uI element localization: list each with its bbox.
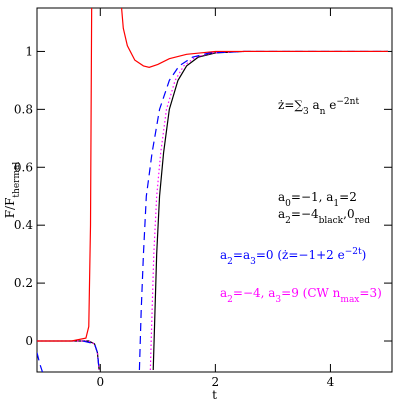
annotation-part: =a xyxy=(233,248,250,262)
annotation-part: e xyxy=(325,98,336,112)
y-tick-label: 0 xyxy=(25,334,33,348)
y-tick-label: 0.8 xyxy=(14,102,33,116)
annotation: a2=−4, a3=9 (CW nmax=3) xyxy=(220,286,382,305)
annotation-part: a xyxy=(309,98,320,112)
annotation: a2=a3=0 (ż=−1+2 e−2t) xyxy=(220,247,366,267)
annotation-part: 2 xyxy=(227,257,233,267)
annotation-part: 3 xyxy=(275,295,281,305)
annotation-part: 3 xyxy=(303,107,309,117)
annotation-part: =−1, a xyxy=(291,190,334,204)
x-axis-label-part: t xyxy=(212,388,217,402)
annotation: ż=∑3 an e−2nt xyxy=(278,97,359,117)
y-tick-label: 0.4 xyxy=(14,218,33,232)
annotation-part: =2 xyxy=(339,190,357,204)
y-tick-label: 1 xyxy=(25,44,33,58)
annotation: a0=−1, a1=2 xyxy=(278,190,357,209)
annotation-part: black xyxy=(319,216,344,226)
annotation-part: max xyxy=(340,295,359,305)
annotation-part: a xyxy=(278,190,285,204)
y-axis-label-part: thermal xyxy=(12,162,22,198)
annotation-part: a xyxy=(278,207,285,221)
x-tick-label: 0 xyxy=(96,375,104,389)
annotation-part: =3) xyxy=(359,286,381,300)
annotation-part: =−4, a xyxy=(233,286,276,300)
annotation-part: ż=∑ xyxy=(278,98,303,112)
annotation-part: ) xyxy=(362,248,367,262)
annotation-part: red xyxy=(355,216,371,226)
annotation-part: =9 (CW n xyxy=(281,286,341,300)
annotation-part: 1 xyxy=(333,199,339,209)
annotation-part: 2 xyxy=(227,295,233,305)
annotation-part: 3 xyxy=(250,257,256,267)
y-axis-label: F/Fthermal xyxy=(3,162,22,219)
annotation-part: =0 (ż=−1+2 e xyxy=(256,248,345,262)
y-tick-label: 0.2 xyxy=(14,276,33,290)
series-line xyxy=(37,50,388,372)
annotation-part: −2nt xyxy=(336,97,359,107)
plot-frame xyxy=(36,7,393,373)
y-axis-label-part: F/F xyxy=(3,198,17,219)
x-axis-label: t xyxy=(212,388,217,402)
annotation-part: 2 xyxy=(285,216,291,226)
x-tick-label: 2 xyxy=(212,375,220,389)
annotation-part: −2t xyxy=(345,247,362,257)
x-tick-label: 4 xyxy=(327,375,335,389)
series-line xyxy=(37,8,388,342)
annotation-part: a xyxy=(220,286,227,300)
annotation: a2=−4black,0red xyxy=(278,207,370,226)
annotation-part: n xyxy=(320,107,326,117)
annotation-part: a xyxy=(220,248,227,262)
annotation-part: 0 xyxy=(285,199,291,209)
y-tick-label: 0.6 xyxy=(14,160,33,174)
annotation-part: ,0 xyxy=(343,207,354,221)
annotation-part: =−4 xyxy=(291,207,319,221)
